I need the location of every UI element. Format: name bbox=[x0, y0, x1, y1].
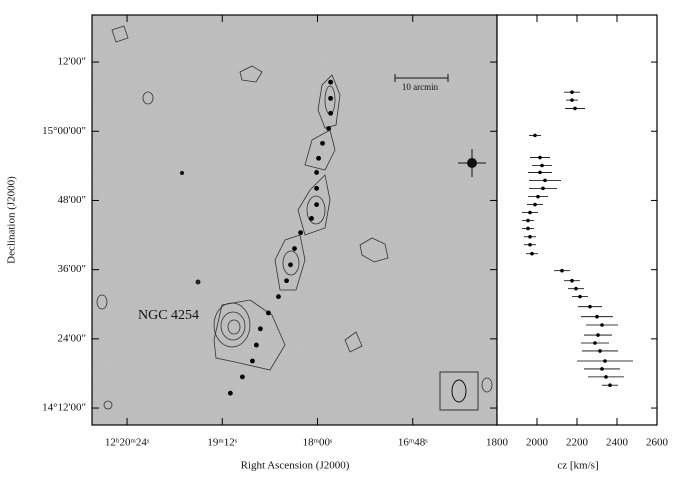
velocity-point bbox=[573, 106, 577, 111]
y-tick-label: 12'00" bbox=[58, 56, 86, 68]
tail-position bbox=[257, 326, 263, 332]
velocity-point bbox=[538, 155, 542, 160]
beam bbox=[451, 379, 467, 403]
velocity-point bbox=[528, 242, 532, 247]
contour bbox=[304, 129, 336, 171]
tail-position bbox=[328, 95, 334, 101]
velocity-point bbox=[608, 383, 612, 388]
contour bbox=[239, 65, 263, 83]
velocity-point bbox=[604, 375, 608, 379]
velocity-point bbox=[598, 349, 602, 353]
y-tick-label: 14°12'00" bbox=[42, 402, 86, 414]
velocity-point bbox=[603, 359, 607, 363]
tail-position bbox=[292, 246, 297, 251]
scale-label: 10 arcmin bbox=[402, 82, 439, 92]
sky-noise bbox=[92, 15, 497, 425]
x-tick-label: 16ᵐ48ˢ bbox=[398, 437, 428, 449]
y-tick-label: 15°00'00" bbox=[42, 125, 86, 137]
contour bbox=[481, 377, 493, 393]
y-axis-label: Declination (J2000) bbox=[6, 176, 18, 264]
tail-position bbox=[316, 155, 321, 161]
tail-position bbox=[276, 294, 281, 300]
x-tick-label: 2000 bbox=[526, 437, 549, 449]
velocity-point bbox=[533, 202, 537, 207]
x-tick-label: 18ᵐ00ˢ bbox=[303, 437, 333, 449]
contour bbox=[142, 91, 154, 105]
y-tick-label: 36'00" bbox=[58, 263, 86, 275]
x-tick-label: 2400 bbox=[606, 437, 629, 449]
contour bbox=[213, 299, 286, 371]
tail-position bbox=[314, 185, 319, 191]
tail-position bbox=[239, 374, 245, 380]
x-axis-label: Right Ascension (J2000) bbox=[241, 460, 350, 472]
contour bbox=[306, 195, 326, 225]
contour bbox=[103, 400, 113, 410]
velocity-point bbox=[570, 278, 574, 283]
velocity-point bbox=[596, 333, 600, 337]
velocity-point bbox=[536, 194, 540, 199]
contour bbox=[359, 237, 389, 263]
y-tick-label: 24'00" bbox=[58, 332, 86, 344]
y-tick-label: 48'00" bbox=[58, 194, 86, 206]
contour bbox=[297, 174, 331, 236]
x-tick-label: 2200 bbox=[566, 437, 589, 449]
velocity-point bbox=[560, 268, 564, 273]
velocity-point bbox=[526, 218, 530, 223]
contour bbox=[111, 25, 129, 43]
tail-position bbox=[320, 140, 325, 146]
x-tick-label: 1800 bbox=[486, 437, 509, 449]
velocity-point bbox=[593, 341, 597, 345]
star bbox=[195, 279, 201, 285]
velocity-point bbox=[570, 90, 574, 94]
velocity-point bbox=[570, 98, 574, 102]
star bbox=[180, 171, 184, 175]
velocity-point bbox=[538, 170, 542, 175]
tail-position bbox=[298, 230, 303, 236]
tail-position bbox=[326, 126, 332, 131]
contour bbox=[344, 331, 363, 353]
velocity-point bbox=[600, 367, 604, 371]
velocity-point bbox=[533, 133, 537, 138]
tail-position bbox=[309, 216, 314, 221]
x-tick-label: 2600 bbox=[646, 437, 669, 449]
x-tick-label: 12ʰ20ᵐ24ˢ bbox=[105, 437, 150, 449]
tail-position bbox=[328, 79, 334, 85]
velocity-point bbox=[526, 226, 530, 231]
tail-position bbox=[314, 170, 319, 175]
velocity-point bbox=[528, 210, 532, 215]
contours bbox=[96, 25, 493, 410]
velocity-point bbox=[528, 234, 532, 239]
galaxy-label: NGC 4254 bbox=[138, 308, 199, 323]
velocity-point bbox=[530, 251, 534, 256]
velocity-frame bbox=[496, 14, 658, 426]
contour bbox=[220, 311, 246, 341]
contour bbox=[227, 319, 241, 335]
velocity-point bbox=[540, 163, 544, 168]
tail-position bbox=[250, 358, 255, 364]
velocity-point bbox=[595, 314, 599, 319]
tail-position bbox=[227, 390, 233, 396]
x-tick-label: 19ᵐ12ˢ bbox=[207, 437, 237, 449]
tail-position bbox=[254, 342, 259, 348]
contour bbox=[274, 234, 306, 291]
velocity-point bbox=[578, 294, 582, 299]
tail-position bbox=[284, 278, 289, 284]
contour bbox=[317, 74, 341, 129]
velocity-point bbox=[574, 286, 578, 291]
tail-position bbox=[288, 262, 293, 268]
velocity-point bbox=[543, 178, 547, 183]
velocity-point bbox=[588, 304, 592, 309]
contour bbox=[282, 250, 300, 276]
tail-position bbox=[314, 202, 319, 208]
x-axis-label: cz [km/s] bbox=[557, 460, 598, 472]
contour bbox=[96, 294, 108, 310]
tail-position bbox=[328, 110, 334, 116]
velocity-point bbox=[541, 186, 545, 191]
velocity-point bbox=[600, 323, 604, 327]
tail-position bbox=[266, 310, 271, 316]
bright-star bbox=[458, 149, 486, 177]
beam-box bbox=[439, 371, 479, 411]
